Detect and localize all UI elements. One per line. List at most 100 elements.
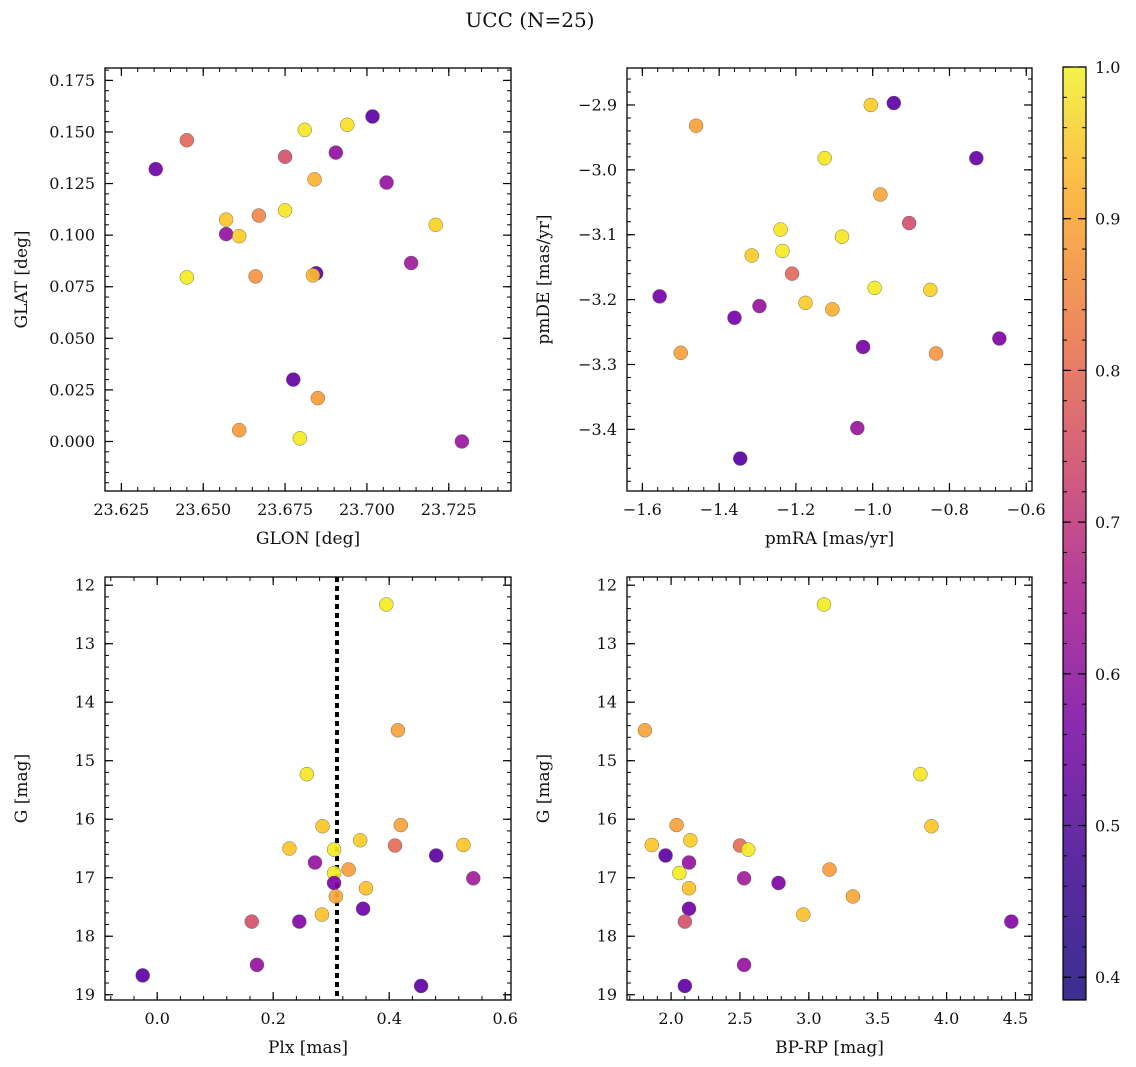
scatter-point [673,345,688,361]
scatter-point [297,122,312,138]
scatter-point [773,222,788,237]
scatter-point [681,901,697,916]
scatter-point [282,841,297,856]
y-axis-label: GLAT [deg] [12,230,32,328]
y-tick-label: −3.2 [578,290,617,309]
scatter-point [379,175,394,190]
y-tick-label: 0.050 [49,329,95,348]
scatter-point [277,203,293,218]
y-tick-label: 0.025 [49,380,95,399]
scatter-point [822,862,837,877]
colorbar-tick-label: 0.9 [1095,210,1120,229]
colorbar-tick-label: 0.5 [1095,817,1120,836]
scatter-point [232,422,247,438]
y-tick-label: 16 [75,810,95,829]
scatter-points [637,597,1019,994]
scatter-point [672,865,687,881]
scatter-point [466,871,481,886]
tick-marks [104,68,511,491]
y-tick-label: 15 [75,751,95,770]
y-tick-label: −3.3 [578,355,617,374]
scatter-point [834,229,850,244]
y-tick-label: 13 [75,634,95,653]
scatter-point [307,855,323,870]
axes-frame [626,67,1033,492]
y-tick-label: 0.100 [49,226,95,245]
scatter-point [277,149,293,164]
scatter-point [292,431,308,446]
scatter-point [845,889,861,904]
x-tick-label: −1.0 [853,500,892,519]
x-tick-label: 2.5 [727,1009,752,1028]
scatter-point [992,331,1007,346]
x-axis-label: Plx [mas] [268,1038,348,1058]
y-tick-label: 12 [597,576,617,595]
scatter-point [798,295,813,311]
x-tick-label: −0.6 [1007,500,1046,519]
y-tick-label: 17 [597,868,617,887]
colorbar-tick-label: 1.0 [1095,58,1120,77]
scatter-point [244,914,259,929]
scatter-point [249,957,265,973]
x-axis-label: BP-RP [mag] [775,1038,884,1058]
scatter-point [355,901,371,916]
colorbar-tick-label: 0.4 [1095,968,1120,987]
scatter-point [658,848,673,863]
y-tick-label: 0.125 [49,174,95,193]
scatter-point [428,217,443,233]
y-tick-label: 0.000 [49,432,95,451]
scatter-point [326,842,342,857]
scatter-point [454,434,470,449]
x-tick-label: −0.8 [930,500,969,519]
colorbar-tick-label: 0.6 [1095,665,1120,684]
x-tick-label: −1.6 [623,500,662,519]
y-tick-label: 19 [75,985,95,1004]
scatter-point [901,215,917,231]
scatter-point [341,862,356,877]
x-tick-label: 23.650 [175,500,231,519]
plot-spatial: 23.625 23.650 23.675 23.700 23.725 0.000 0.025… [12,67,512,549]
scatter-point [652,289,667,304]
scatter-point [924,819,939,834]
scatter-point [736,957,752,973]
scatter-point [326,875,342,891]
scatter-point [681,855,697,870]
scatter-point [299,766,315,782]
y-tick-label: 16 [597,810,617,829]
scatter-point [365,109,380,124]
scatter-point [314,907,330,922]
scatter-point [179,270,195,285]
scatter-point [855,339,871,355]
y-tick-label: 17 [75,868,95,887]
figure-title: UCC (N=25) [465,8,594,32]
scatter-point [886,95,902,111]
scatter-point [727,310,742,325]
scatter-point [413,978,429,994]
x-tick-label: 23.625 [93,500,149,519]
colorbar: 0.4 0.5 0.6 0.7 0.8 0.9 1.0 [1062,58,1120,1001]
y-tick-label: 18 [75,927,95,946]
scatter-point [328,145,344,160]
y-axis-label: pmDE [mas/yr] [534,214,554,344]
scatter-points [652,95,1007,466]
scatter-point [305,268,321,283]
scatter-point [644,837,659,853]
y-tick-label: 18 [597,927,617,946]
x-tick-label: 3.0 [796,1009,821,1028]
scatter-point [796,907,811,922]
x-tick-label: 23.675 [257,500,313,519]
x-axis-label: pmRA [mas/yr] [765,529,894,549]
x-tick-label: −1.2 [776,500,815,519]
axes-frame [104,576,512,1001]
scatter-point [428,848,444,863]
plot-color-magnitude: 2.0 2.5 3.0 3.5 4.0 4.5 12 13 14 15 16 17 18 19 BP-RP … [534,576,1033,1058]
y-tick-label: 0.175 [49,71,95,90]
y-tick-label: −3.4 [578,420,617,439]
plot-proper-motion: −1.6 −1.4 −1.2 −1.0 −0.8 −0.6 −3.4 −3.3 −3.2 −3.1… [534,67,1046,549]
y-tick-label: 0.075 [49,277,95,296]
scatter-points [135,597,481,994]
x-tick-label: 0.2 [260,1009,285,1028]
scatter-point [358,881,374,896]
x-tick-label: 4.0 [934,1009,959,1028]
